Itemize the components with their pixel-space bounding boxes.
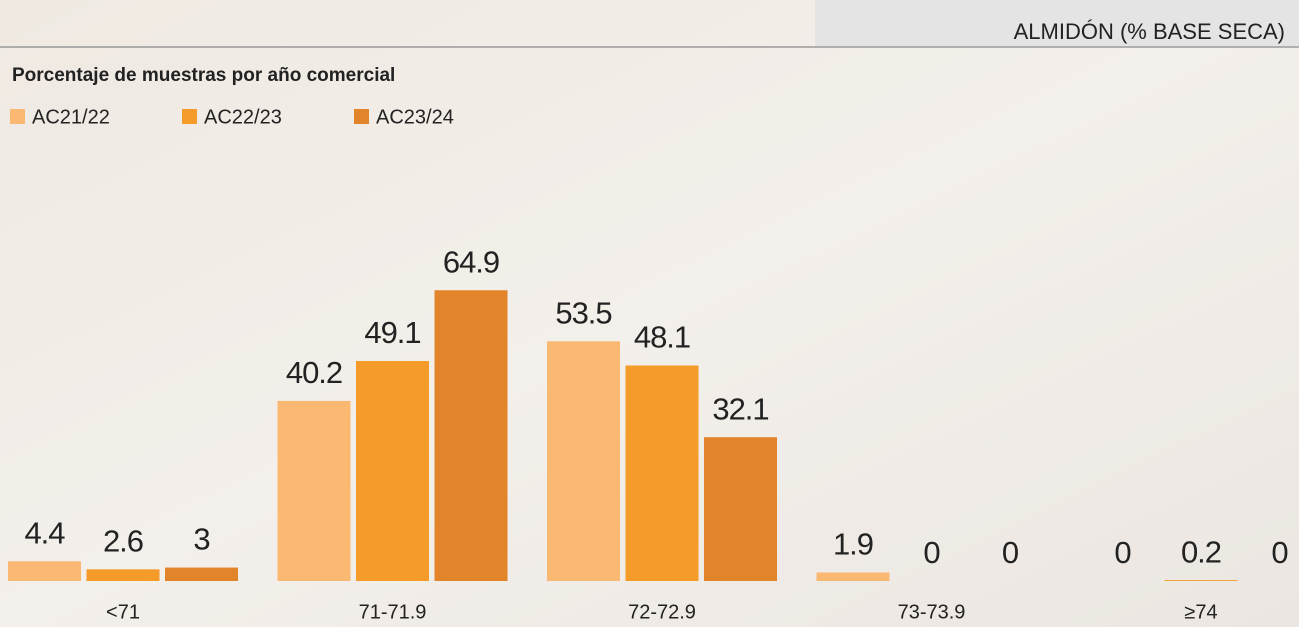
legend-label: AC23/24 (376, 106, 454, 128)
bar (547, 341, 620, 581)
value-label: 4.4 (24, 515, 65, 550)
value-label: 53.5 (555, 296, 611, 331)
value-label: 0 (1114, 535, 1131, 570)
header: ALMIDÓN (% BASE SECA) (1014, 19, 1285, 44)
bar (277, 400, 351, 581)
bar (816, 572, 890, 581)
x-tick-label: ≥74 (1184, 601, 1217, 623)
value-label: 0.2 (1181, 534, 1221, 569)
x-tick-label: 72-72.9 (628, 601, 696, 623)
value-label: 48.1 (634, 320, 690, 355)
x-tick-label: <71 (106, 601, 140, 623)
bar (625, 365, 699, 581)
value-label: 40.2 (286, 355, 342, 390)
chart-title: Porcentaje de muestras por año comercial (12, 65, 395, 86)
value-label: 32.1 (712, 391, 768, 426)
value-label: 0 (1002, 535, 1019, 570)
bar (165, 567, 238, 581)
bar (1164, 580, 1238, 581)
legend-swatch (10, 109, 25, 124)
bar (434, 290, 508, 581)
x-tick-label: 71-71.9 (359, 601, 427, 623)
value-label: 64.9 (443, 244, 499, 279)
legend-label: AC22/23 (204, 106, 282, 128)
value-label: 0 (1271, 535, 1288, 570)
legend-label: AC21/22 (32, 106, 110, 128)
x-tick-label: 73-73.9 (898, 601, 966, 623)
legend-swatch (354, 109, 369, 124)
bar (86, 569, 160, 581)
bar (8, 561, 81, 581)
bar (704, 437, 777, 581)
bar (356, 361, 429, 581)
header-box (815, 0, 1299, 46)
legend-swatch (182, 109, 197, 124)
value-label: 2.6 (103, 524, 143, 559)
value-label: 1.9 (833, 527, 873, 562)
value-label: 0 (923, 535, 940, 570)
value-label: 49.1 (364, 315, 420, 350)
value-label: 3 (193, 522, 209, 557)
